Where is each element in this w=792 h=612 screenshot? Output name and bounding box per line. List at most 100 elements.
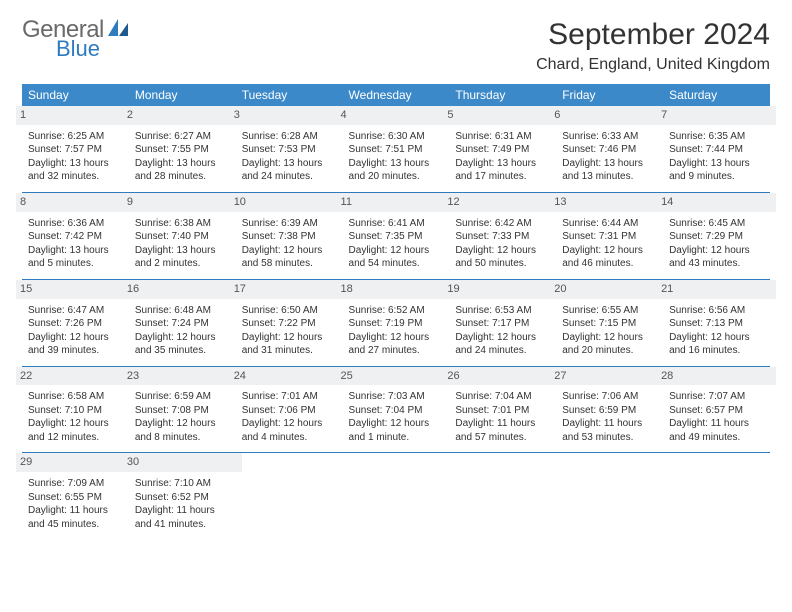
day-header: Wednesday <box>343 84 450 106</box>
day-number: 21 <box>657 280 776 299</box>
sunrise-text: Sunrise: 7:03 AM <box>349 390 444 404</box>
sunrise-text: Sunrise: 7:09 AM <box>28 477 123 491</box>
day-cell: Sunrise: 6:47 AMSunset: 7:26 PMDaylight:… <box>22 301 129 367</box>
day-number: 3 <box>230 106 349 125</box>
day-cell: Sunrise: 6:31 AMSunset: 7:49 PMDaylight:… <box>449 127 556 193</box>
day-number: 20 <box>550 280 669 299</box>
daylight-text: Daylight: 13 hours and 20 minutes. <box>349 157 444 184</box>
logo: General Blue <box>22 18 130 60</box>
day-num-cell: 4 <box>343 106 450 127</box>
sunset-text: Sunset: 6:59 PM <box>562 404 657 418</box>
sunrise-text: Sunrise: 6:47 AM <box>28 304 123 318</box>
sunrise-text: Sunrise: 6:53 AM <box>455 304 550 318</box>
day-num-cell: 24 <box>236 366 343 387</box>
day-number: 9 <box>123 193 242 212</box>
sunrise-text: Sunrise: 6:30 AM <box>349 130 444 144</box>
sunset-text: Sunset: 7:01 PM <box>455 404 550 418</box>
sunset-text: Sunset: 7:40 PM <box>135 230 230 244</box>
sunset-text: Sunset: 7:06 PM <box>242 404 337 418</box>
calendar-body: 1234567Sunrise: 6:25 AMSunset: 7:57 PMDa… <box>22 106 770 539</box>
sunset-text: Sunset: 7:35 PM <box>349 230 444 244</box>
daylight-text: Daylight: 12 hours and 24 minutes. <box>455 331 550 358</box>
sunrise-text: Sunrise: 7:04 AM <box>455 390 550 404</box>
sunset-text: Sunset: 7:29 PM <box>669 230 764 244</box>
day-num-cell: 25 <box>343 366 450 387</box>
sunrise-text: Sunrise: 6:38 AM <box>135 217 230 231</box>
location: Chard, England, United Kingdom <box>536 56 770 74</box>
daylight-text: Daylight: 12 hours and 46 minutes. <box>562 244 657 271</box>
day-num-cell: 14 <box>663 192 770 213</box>
sunrise-text: Sunrise: 6:28 AM <box>242 130 337 144</box>
day-number: 16 <box>123 280 242 299</box>
sunrise-text: Sunrise: 6:50 AM <box>242 304 337 318</box>
day-cell: Sunrise: 6:38 AMSunset: 7:40 PMDaylight:… <box>129 214 236 280</box>
sunset-text: Sunset: 7:04 PM <box>349 404 444 418</box>
sunrise-text: Sunrise: 6:27 AM <box>135 130 230 144</box>
sunset-text: Sunset: 7:15 PM <box>562 317 657 331</box>
day-header: Thursday <box>449 84 556 106</box>
day-num-cell: 17 <box>236 279 343 300</box>
daylight-text: Daylight: 13 hours and 24 minutes. <box>242 157 337 184</box>
day-number: 25 <box>337 367 456 386</box>
day-number: 8 <box>16 193 135 212</box>
week-number-row: 2930..... <box>22 453 770 474</box>
day-num-cell: 29 <box>22 453 129 474</box>
week-number-row: 1234567 <box>22 106 770 127</box>
sunrise-text: Sunrise: 6:45 AM <box>669 217 764 231</box>
header: General Blue September 2024 Chard, Engla… <box>22 18 770 74</box>
day-num-cell: 6 <box>556 106 663 127</box>
week-content-row: Sunrise: 6:47 AMSunset: 7:26 PMDaylight:… <box>22 301 770 367</box>
daylight-text: Daylight: 12 hours and 35 minutes. <box>135 331 230 358</box>
day-header: Saturday <box>663 84 770 106</box>
sunrise-text: Sunrise: 7:10 AM <box>135 477 230 491</box>
daylight-text: Daylight: 12 hours and 54 minutes. <box>349 244 444 271</box>
day-cell: Sunrise: 6:30 AMSunset: 7:51 PMDaylight:… <box>343 127 450 193</box>
sunset-text: Sunset: 7:33 PM <box>455 230 550 244</box>
week-number-row: 15161718192021 <box>22 279 770 300</box>
day-cell: Sunrise: 7:06 AMSunset: 6:59 PMDaylight:… <box>556 387 663 453</box>
sunset-text: Sunset: 7:49 PM <box>455 143 550 157</box>
day-number: 2 <box>123 106 242 125</box>
day-number: 7 <box>657 106 776 125</box>
daylight-text: Daylight: 13 hours and 5 minutes. <box>28 244 123 271</box>
day-number: 11 <box>337 193 456 212</box>
day-num-cell: 22 <box>22 366 129 387</box>
day-num-cell: 21 <box>663 279 770 300</box>
day-num-cell: . <box>236 453 343 474</box>
sunrise-text: Sunrise: 6:44 AM <box>562 217 657 231</box>
sunset-text: Sunset: 7:26 PM <box>28 317 123 331</box>
sunset-text: Sunset: 7:08 PM <box>135 404 230 418</box>
daylight-text: Daylight: 11 hours and 57 minutes. <box>455 417 550 444</box>
day-cell: Sunrise: 6:55 AMSunset: 7:15 PMDaylight:… <box>556 301 663 367</box>
daylight-text: Daylight: 12 hours and 31 minutes. <box>242 331 337 358</box>
day-num-cell: . <box>449 453 556 474</box>
daylight-text: Daylight: 13 hours and 32 minutes. <box>28 157 123 184</box>
day-cell: Sunrise: 6:36 AMSunset: 7:42 PMDaylight:… <box>22 214 129 280</box>
daylight-text: Daylight: 12 hours and 39 minutes. <box>28 331 123 358</box>
day-cell <box>343 474 450 539</box>
calendar-head: SundayMondayTuesdayWednesdayThursdayFrid… <box>22 84 770 106</box>
day-number: 15 <box>16 280 135 299</box>
day-number: 30 <box>123 453 242 472</box>
daylight-text: Daylight: 12 hours and 20 minutes. <box>562 331 657 358</box>
calendar-table: SundayMondayTuesdayWednesdayThursdayFrid… <box>22 84 770 539</box>
day-num-cell: 7 <box>663 106 770 127</box>
sunset-text: Sunset: 7:10 PM <box>28 404 123 418</box>
day-num-cell: 18 <box>343 279 450 300</box>
week-content-row: Sunrise: 6:36 AMSunset: 7:42 PMDaylight:… <box>22 214 770 280</box>
day-cell: Sunrise: 6:39 AMSunset: 7:38 PMDaylight:… <box>236 214 343 280</box>
day-number: 24 <box>230 367 349 386</box>
daylight-text: Daylight: 11 hours and 49 minutes. <box>669 417 764 444</box>
title-block: September 2024 Chard, England, United Ki… <box>536 18 770 74</box>
sunrise-text: Sunrise: 7:07 AM <box>669 390 764 404</box>
day-cell: Sunrise: 6:52 AMSunset: 7:19 PMDaylight:… <box>343 301 450 367</box>
day-num-cell: . <box>663 453 770 474</box>
sunset-text: Sunset: 7:13 PM <box>669 317 764 331</box>
day-number: 14 <box>657 193 776 212</box>
day-cell: Sunrise: 6:44 AMSunset: 7:31 PMDaylight:… <box>556 214 663 280</box>
sunset-text: Sunset: 7:31 PM <box>562 230 657 244</box>
sunset-text: Sunset: 7:51 PM <box>349 143 444 157</box>
day-cell <box>236 474 343 539</box>
daylight-text: Daylight: 12 hours and 58 minutes. <box>242 244 337 271</box>
daylight-text: Daylight: 12 hours and 50 minutes. <box>455 244 550 271</box>
